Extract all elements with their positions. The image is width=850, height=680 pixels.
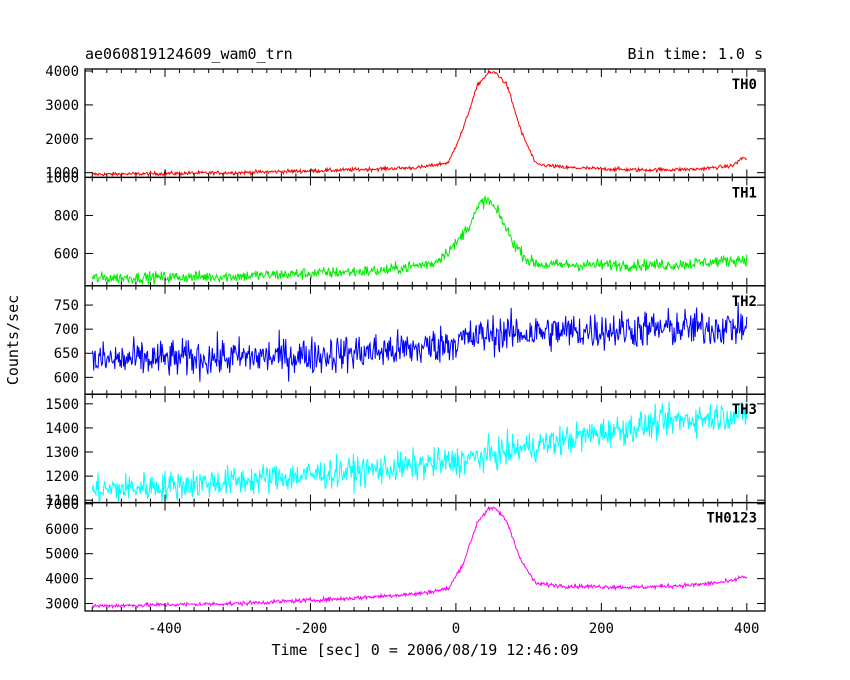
y-tick-label: 6000	[45, 522, 79, 538]
y-tick-label: 600	[54, 246, 79, 262]
y-tick-label: 4000	[45, 64, 79, 80]
y-tick-label: 1400	[45, 421, 79, 437]
y-tick-label: 1300	[45, 445, 79, 461]
x-tick-label: 0	[452, 621, 460, 637]
trace-th0123	[91, 506, 748, 610]
chart-title: ae060819124609_wam0_trn	[85, 45, 293, 63]
y-tick-label: 1000	[45, 170, 79, 186]
y-tick-label: 3000	[45, 98, 79, 114]
y-tick-label: 600	[54, 370, 79, 386]
trace-th3	[91, 401, 748, 503]
trace-th2	[91, 302, 748, 382]
x-tick-label: 400	[734, 621, 759, 637]
bin-time-label: Bin time: 1.0 s	[628, 45, 763, 63]
panel-label-th0: TH0	[732, 77, 757, 93]
y-tick-label: 1500	[45, 397, 79, 413]
x-tick-label: -400	[148, 621, 182, 637]
panel-label-th2: TH2	[732, 294, 757, 310]
trace-th0	[92, 69, 748, 178]
y-tick-label: 650	[54, 346, 79, 362]
panel-label-th3: TH3	[732, 402, 757, 418]
x-axis-label: Time [sec] 0 = 2006/08/19 12:46:09	[271, 641, 578, 659]
y-tick-label: 800	[54, 208, 79, 224]
y-axis-label: Counts/sec	[4, 295, 22, 385]
panel-frame-th1	[84, 176, 766, 287]
y-tick-label: 4000	[45, 572, 79, 588]
y-tick-label: 1100	[45, 493, 79, 509]
y-tick-label: 1200	[45, 469, 79, 485]
y-tick-label: 750	[54, 298, 79, 314]
y-tick-label: 700	[54, 322, 79, 338]
y-tick-label: 2000	[45, 132, 79, 148]
trace-th1	[91, 195, 748, 285]
panel-label-th0123: TH0123	[706, 511, 757, 527]
panel-frame-th0	[84, 68, 766, 179]
panel-frame-th0123	[84, 501, 766, 612]
y-tick-label: 5000	[45, 547, 79, 563]
panels-group: 1000200030004000TH06008001000TH160065070…	[45, 64, 766, 637]
x-tick-label: -200	[294, 621, 328, 637]
x-tick-label: 200	[589, 621, 614, 637]
y-tick-label: 7000	[45, 497, 79, 513]
y-tick-label: 1000	[45, 166, 79, 182]
y-tick-label: 3000	[45, 597, 79, 613]
panel-label-th1: TH1	[732, 185, 757, 201]
